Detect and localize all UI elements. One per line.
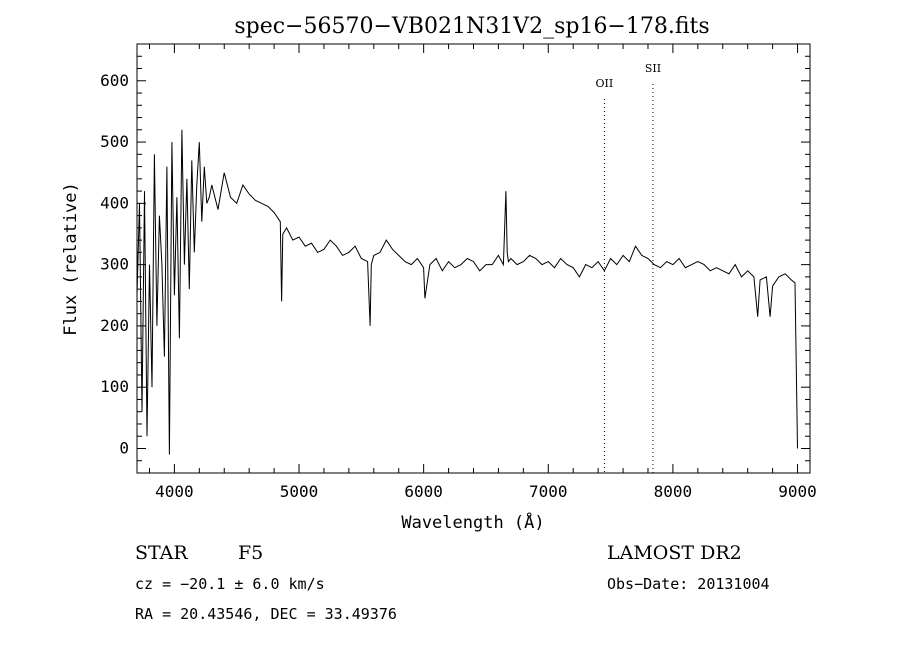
y-tick-label: 300 xyxy=(100,255,129,274)
y-tick-label: 600 xyxy=(100,71,129,90)
subclass-label: F5 xyxy=(238,542,263,564)
x-tick-label: 8000 xyxy=(654,482,693,501)
y-tick-label: 200 xyxy=(100,316,129,335)
cz-label: cz = −20.1 ± 6.0 km/s xyxy=(135,575,325,593)
chart-title: spec−56570−VB021N31V2_sp16−178.fits xyxy=(234,14,709,39)
x-axis-ticks: 4000 5000 6000 7000 8000 9000 xyxy=(148,44,817,501)
y-tick-label: 500 xyxy=(100,132,129,151)
x-tick-label: 4000 xyxy=(155,482,194,501)
plot-area: 4000 5000 6000 7000 8000 9000 0 100 200 300 400 50… xyxy=(100,43,817,501)
y-tick-label: 0 xyxy=(119,438,129,457)
y-axis-ticks: 0 100 200 300 400 500 600 xyxy=(100,43,810,462)
x-tick-label: 5000 xyxy=(280,482,319,501)
line-label-sii: SII xyxy=(645,62,661,75)
coordinates-label: RA = 20.43546, DEC = 33.49376 xyxy=(135,605,397,623)
x-tick-label: 6000 xyxy=(404,482,443,501)
x-tick-label: 7000 xyxy=(529,482,568,501)
y-tick-label: 100 xyxy=(100,377,129,396)
line-label-oii: OII xyxy=(596,77,614,90)
y-axis-label: Flux (relative) xyxy=(61,182,81,336)
y-tick-label: 400 xyxy=(100,193,129,212)
obs-date-label: Obs−Date: 20131004 xyxy=(607,575,770,593)
survey-label: LAMOST DR2 xyxy=(607,542,742,564)
emission-line-markers: OII SII xyxy=(596,62,661,473)
plot-frame xyxy=(136,43,811,474)
spectrum-line xyxy=(136,129,798,455)
x-axis-label: Wavelength (Å) xyxy=(401,511,544,533)
object-class-label: STAR xyxy=(135,542,188,564)
x-tick-label: 9000 xyxy=(778,482,817,501)
